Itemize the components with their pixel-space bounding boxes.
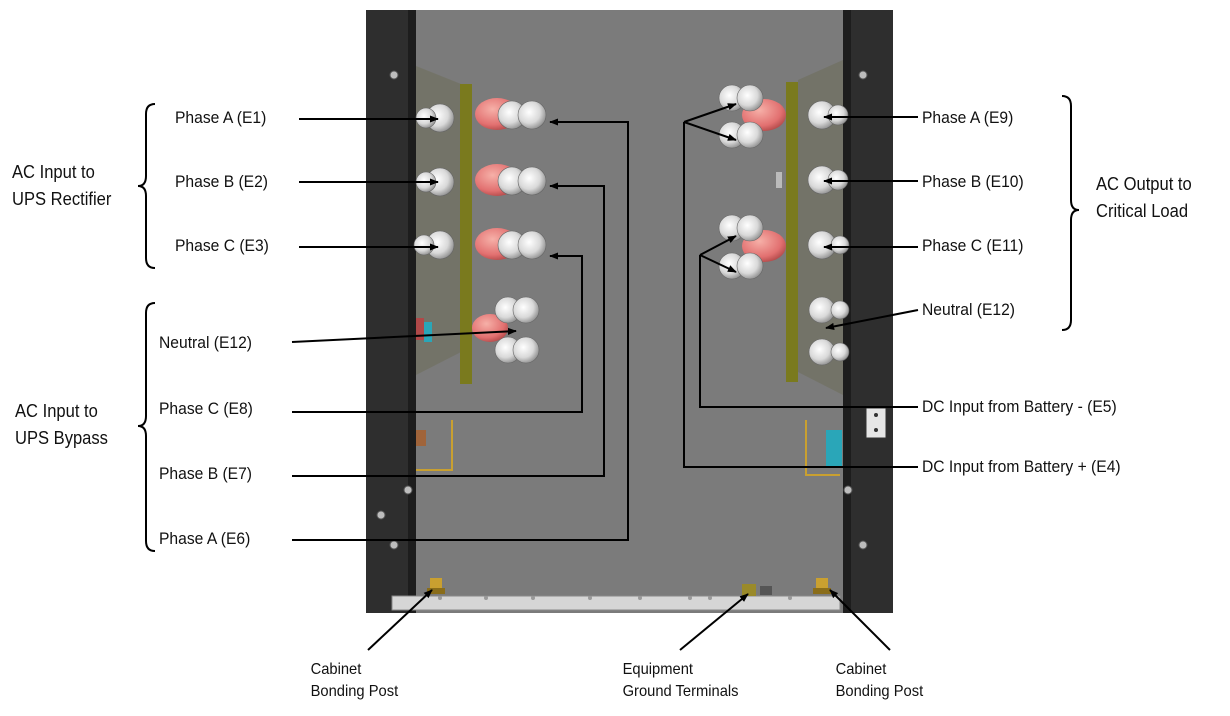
leader-lines-right (683, 103, 919, 468)
mounting-bolts (376, 70, 868, 550)
right-switch (865, 407, 887, 439)
right-switch-dot (874, 428, 878, 432)
caption-ground-line1: Equipment (622, 661, 693, 678)
group-bypass-line2: UPS Bypass (15, 428, 108, 448)
terminal-neutral-right-graphic (808, 296, 850, 366)
caption-equipment-ground: Equipment Ground Terminals (623, 659, 752, 703)
label-phase-c-e8: Phase C (E8) (159, 399, 253, 418)
group-ac-output-critical-load: AC Output to Critical Load (1096, 171, 1192, 225)
braces (137, 95, 1080, 552)
label-phase-b-e10: Phase B (E10) (922, 172, 1024, 191)
terminal-e2-graphic (415, 164, 547, 197)
left-fuse-block-blue (424, 322, 432, 342)
left-busbar (416, 66, 461, 375)
caption-bonding-left-line2: Bonding Post (310, 683, 399, 700)
group-ac-input-bypass: AC Input to UPS Bypass (15, 398, 108, 452)
ground-bar-screws (438, 596, 792, 600)
left-terminal-block (416, 430, 426, 446)
label-phase-b-e2: Phase B (E2) (175, 172, 269, 191)
label-dc-negative-e5: DC Input from Battery - (E5) (922, 397, 1117, 416)
group-bypass-line1: AC Input to (15, 401, 98, 421)
left-fuse-block (416, 318, 424, 340)
caption-bonding-left-line1: Cabinet (310, 661, 362, 678)
label-phase-c-e3: Phase C (E3) (175, 236, 269, 255)
label-phase-a-e6: Phase A (E6) (159, 529, 251, 548)
leader-lines-left (291, 115, 629, 541)
label-phase-a-e9: Phase A (E9) (922, 108, 1014, 127)
caption-bonding-post-left: Cabinet Bonding Post (311, 659, 440, 703)
brace-rectifier (137, 103, 156, 269)
label-neutral-e12-right: Neutral (E12) (922, 300, 1016, 319)
label-phase-a-e1: Phase A (E1) (175, 108, 267, 127)
cabinet-left-wall-edge (408, 10, 416, 613)
left-busbar-strip (460, 84, 472, 384)
caption-ground-line2: Ground Terminals (622, 683, 739, 700)
terminal-e9-graphic (807, 100, 849, 130)
group-rectifier-line1: AC Input to (12, 162, 95, 182)
right-wire (805, 420, 840, 476)
terminal-e3-graphic (413, 228, 547, 260)
terminal-e1-graphic (415, 98, 547, 133)
group-output-line2: Critical Load (1096, 201, 1189, 221)
group-rectifier-line2: UPS Rectifier (12, 189, 112, 209)
terminal-neutral-left-graphic (472, 296, 540, 364)
leader-lines-bottom (367, 589, 891, 651)
brace-output (1061, 95, 1080, 331)
terminal-e11-graphic (807, 230, 850, 260)
ground-terminal-graphic (742, 584, 772, 596)
terminal-dc-upper-graphic (718, 84, 786, 149)
bonding-post-right-graphic (813, 578, 831, 594)
terminal-dc-lower-graphic (718, 214, 786, 280)
cabinet-right-wall (843, 10, 893, 613)
label-neutral-e12-left: Neutral (E12) (159, 333, 253, 352)
right-battery-terminal (826, 430, 842, 466)
caption-bonding-right-line2: Bonding Post (835, 683, 924, 700)
right-switch-dot (874, 413, 878, 417)
label-phase-b-e7: Phase B (E7) (159, 464, 253, 483)
caption-bonding-post-right: Cabinet Bonding Post (836, 659, 965, 703)
group-ac-input-rectifier: AC Input to UPS Rectifier (12, 159, 111, 213)
brace-bypass (137, 302, 156, 552)
cabinet-left-wall (366, 10, 414, 613)
right-busbar-strip (786, 82, 798, 382)
left-wire (416, 420, 453, 471)
bonding-post-left-graphic (427, 578, 445, 594)
caption-bonding-right-line1: Cabinet (835, 661, 887, 678)
ground-bar (391, 595, 841, 611)
label-dc-positive-e4: DC Input from Battery + (E4) (922, 457, 1121, 476)
group-output-line1: AC Output to (1096, 174, 1192, 194)
label-phase-c-e11: Phase C (E11) (922, 236, 1024, 255)
